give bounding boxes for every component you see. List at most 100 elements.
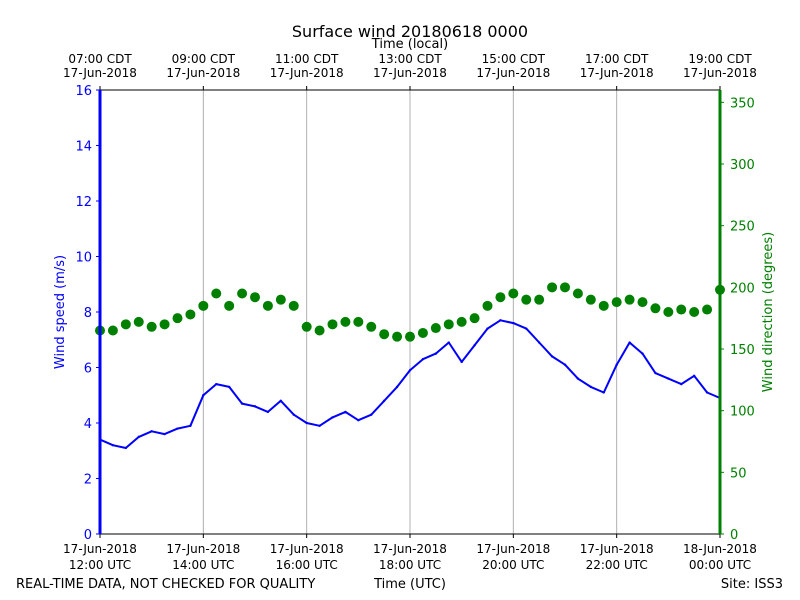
top-tick-label-date: 17-Jun-2018 [580,66,654,80]
right-axis-label: Wind direction (degrees) [761,232,776,392]
wind-direction-marker [172,313,183,324]
wind-speed-point [421,357,425,361]
wind-direction-marker [133,316,144,327]
wind-speed-point [227,385,231,389]
wind-speed-point [279,399,283,402]
left-tick-label: 4 [84,417,92,432]
wind-direction-marker [534,294,545,305]
left-tick-label: 0 [84,528,92,543]
left-axis-label: Wind speed (m/s) [53,255,68,369]
wind-speed-point [305,421,308,425]
right-tick-label: 300 [730,158,755,173]
wind-speed-point [667,377,670,380]
right-tick-label: 350 [730,96,755,111]
chart-title: Surface wind 20180618 0000 [292,22,528,41]
wind-speed-point [137,435,140,439]
left-tick-label: 10 [75,251,92,266]
wind-direction-marker [508,288,519,299]
wind-speed-point [654,371,657,375]
wind-direction-marker [120,319,131,330]
wind-direction-marker [224,300,235,311]
wind-speed-point [460,360,463,364]
x-axis-label: Time (UTC) [373,577,446,592]
wind-direction-marker [650,303,661,314]
wind-direction-marker [624,294,635,305]
top-tick-label-date: 17-Jun-2018 [270,66,344,80]
left-tick-label: 2 [84,473,92,488]
wind-direction-marker [327,319,338,330]
wind-speed-point [589,385,593,389]
wind-speed-point [240,402,244,405]
wind-direction-marker [366,321,377,332]
wind-speed-point [331,416,334,419]
wind-direction-marker [637,297,648,308]
wind-speed-point [408,369,412,372]
wind-direction-marker [250,292,260,303]
top-tick-label-time: 15:00 CDT [482,52,546,66]
x-tick-label-date: 17-Jun-2018 [476,542,550,556]
wind-speed-point [615,363,618,366]
wind-direction-marker [159,319,170,330]
wind-speed-point [292,413,295,416]
wind-direction-marker [443,319,454,330]
wind-direction-marker [417,327,428,338]
site-label: Site: ISS3 [721,577,783,592]
wind-speed-point [473,344,476,347]
top-tick-label-date: 17-Jun-2018 [373,66,447,80]
wind-direction-marker [611,297,622,308]
grid-lines [202,90,618,534]
top-tick-label-time: 17:00 CDT [585,52,649,66]
wind-speed-point [628,341,631,344]
top-tick-label-time: 09:00 CDT [172,52,236,66]
x-tick-label-date: 17-Jun-2018 [373,542,447,556]
wind-speed-point [447,341,450,344]
x-tick-label-date: 17-Jun-2018 [63,542,137,556]
wind-speed-point [705,391,709,394]
wind-speed-point [512,321,515,325]
wind-direction-marker [585,294,596,305]
wind-speed-point [266,410,270,414]
wind-direction-marker [314,325,325,336]
wind-direction-marker [107,325,118,336]
wind-speed-point [318,424,321,427]
x-tick-label-time: 18:00 UTC [379,558,441,572]
wind-speed-point [189,424,192,427]
wind-speed-point [576,377,580,380]
right-tick-label: 200 [730,281,755,296]
wind-speed-point [215,382,218,386]
wind-speed-point [434,352,438,355]
wind-direction-marker [560,282,570,293]
wind-direction-marker [456,316,467,327]
left-tick-label: 16 [75,84,92,99]
left-tick-label: 12 [75,195,92,210]
wind-direction-marker [262,300,273,311]
wind-direction-marker [146,321,157,332]
wind-speed-point [395,385,399,389]
wind-speed-point [111,444,115,447]
wind-speed-point [150,430,153,433]
wind-direction-marker [198,300,209,311]
wind-direction-marker [275,294,286,305]
top-tick-label-date: 17-Jun-2018 [63,66,137,80]
wind-speed-point [550,355,554,358]
wind-direction-marker [663,307,674,317]
top-tick-label-date: 17-Jun-2018 [683,66,757,80]
wind-direction-marker [379,329,390,340]
top-tick-label-time: 13:00 CDT [378,52,442,66]
wind-direction-marker [301,321,312,332]
right-tick-label: 250 [730,220,755,235]
x-tick-label-time: 20:00 UTC [482,558,544,572]
wind-speed-point [176,427,179,430]
wind-direction-marker [237,288,248,299]
wind-direction-marker [185,309,196,320]
plot-series [95,282,725,450]
wind-speed-point [692,374,696,378]
right-tick-label: 150 [730,343,755,358]
left-tick-label: 8 [84,306,92,321]
wind-direction-marker [288,300,299,311]
wind-speed-point [525,327,528,330]
x-tick-label-time: 00:00 UTC [689,558,751,572]
wind-speed-point [370,413,373,416]
top-axis-label: Time (local) [371,37,448,52]
wind-direction-marker [405,331,415,342]
